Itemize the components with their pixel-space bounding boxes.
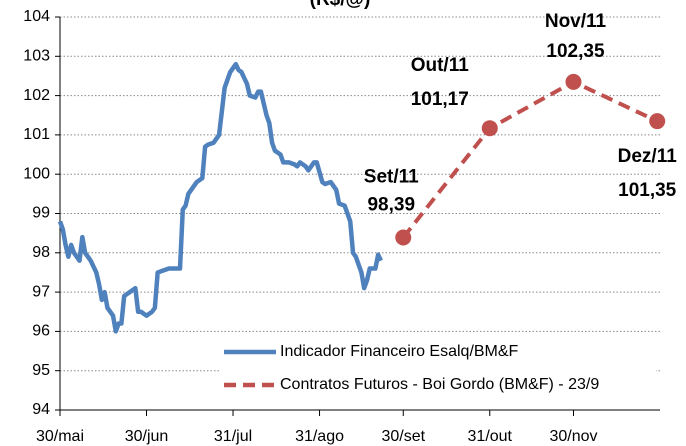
point-marker xyxy=(565,73,582,90)
y-tick-label: 104 xyxy=(23,8,50,25)
series-line xyxy=(57,61,383,334)
point-label: Out/11 xyxy=(411,55,470,76)
data-label: 101,35 xyxy=(618,180,677,201)
point-label: Set/11 xyxy=(364,166,419,187)
x-tick-label: 31/out xyxy=(468,428,513,445)
x-tick-label: 31/jul xyxy=(214,428,252,445)
y-tick-label: 103 xyxy=(23,48,50,65)
x-tick-label: 31/ago xyxy=(295,428,344,445)
y-tick-label: 101 xyxy=(23,126,50,143)
point-label: Dez/11 xyxy=(618,146,678,167)
point-marker xyxy=(395,229,412,246)
legend-label: Contratos Futuros - Boi Gordo (BM&F) - 2… xyxy=(280,376,599,393)
x-tick-label: 30/set xyxy=(381,428,425,445)
point-marker xyxy=(481,120,498,137)
legend-label: Indicador Financeiro Esalq/BM&F xyxy=(280,343,519,360)
y-tick-label: 97 xyxy=(32,283,50,300)
point-label: Nov/11 xyxy=(545,11,607,32)
point-marker xyxy=(649,113,666,130)
x-tick-label: 30/nov xyxy=(549,428,597,445)
x-tick-label: 30/mai xyxy=(36,428,84,445)
data-label: 102,35 xyxy=(546,41,605,62)
y-tick-label: 98 xyxy=(32,244,50,261)
y-tick-label: 102 xyxy=(23,87,50,104)
x-tick-label: 30/jun xyxy=(125,428,169,445)
y-tick-label: 100 xyxy=(23,165,50,182)
chart-title: (R$/@) xyxy=(310,0,371,10)
data-label: 101,17 xyxy=(411,89,469,110)
y-tick-label: 99 xyxy=(32,205,50,222)
y-tick-label: 95 xyxy=(32,362,50,379)
data-label: 98,39 xyxy=(367,194,415,215)
legend-box xyxy=(220,336,656,402)
y-tick-label: 94 xyxy=(32,401,50,418)
y-tick-label: 96 xyxy=(32,323,50,340)
